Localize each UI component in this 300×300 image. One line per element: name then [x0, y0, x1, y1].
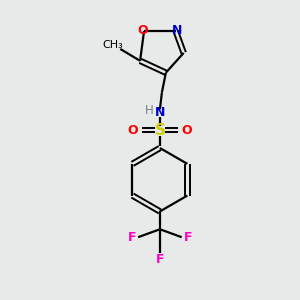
- Text: F: F: [128, 231, 136, 244]
- Text: F: F: [183, 231, 192, 244]
- Text: F: F: [156, 254, 164, 266]
- Text: N: N: [172, 24, 182, 37]
- Text: CH₃: CH₃: [102, 40, 123, 50]
- Text: S: S: [154, 123, 165, 138]
- Text: O: O: [128, 124, 139, 137]
- Text: O: O: [181, 124, 192, 137]
- Text: O: O: [138, 24, 148, 37]
- Text: N: N: [155, 106, 165, 119]
- Text: H: H: [145, 104, 153, 117]
